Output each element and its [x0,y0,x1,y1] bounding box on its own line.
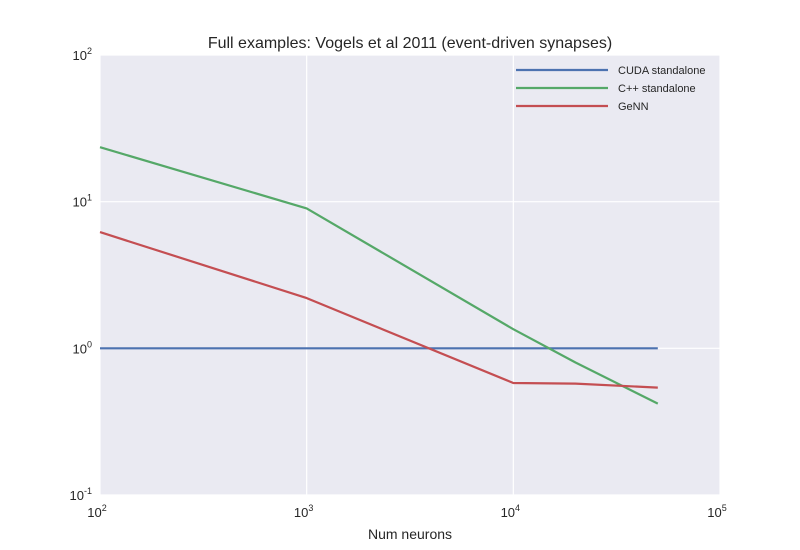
y-tick-label-1-exp: 0 [87,339,92,349]
y-tick-label-2-base: 10 [73,195,87,210]
legend: CUDA standalone C++ standalone GeNN [516,65,705,113]
x-tick-label-3-exp: 5 [722,503,727,513]
x-tick-label-3: 105 [707,503,726,520]
y-tick-label-0: 10-1 [70,486,92,503]
x-tick-label-0: 102 [87,503,106,520]
plot-area [100,55,720,495]
y-tick-label-0-base: 10 [70,488,84,503]
x-tick-label-3-base: 10 [707,505,721,520]
x-tick-label-2-base: 10 [501,505,515,520]
series-line-1 [99,146,659,405]
x-tick-label-0-exp: 2 [102,503,107,513]
x-tick-label-1-exp: 3 [308,503,313,513]
x-tick-label-1: 103 [294,503,313,520]
series-lines [99,146,659,405]
chart-title: Full examples: Vogels et al 2011 (event-… [208,35,612,52]
x-axis-label: Num neurons [368,526,452,542]
legend-label-2: GeNN [618,101,649,113]
y-tick-label-3: 102 [73,46,92,63]
y-tick-label-1: 100 [73,339,92,356]
series-line-2 [99,231,658,389]
y-tick-label-2: 101 [73,193,92,210]
x-tick-label-0-base: 10 [87,505,101,520]
y-tick-label-3-exp: 2 [87,46,92,56]
x-tick-labels: 102 103 104 105 [87,503,726,520]
y-tick-label-1-base: 10 [73,341,87,356]
x-tick-label-2-exp: 4 [515,503,520,513]
y-tick-label-2-exp: 1 [87,193,92,203]
legend-label-0: CUDA standalone [618,65,705,77]
x-tick-label-1-base: 10 [294,505,308,520]
y-tick-label-3-base: 10 [73,48,87,63]
y-tick-label-0-exp: -1 [84,486,92,496]
legend-label-1: C++ standalone [618,83,696,95]
x-tick-label-2: 104 [501,503,520,520]
